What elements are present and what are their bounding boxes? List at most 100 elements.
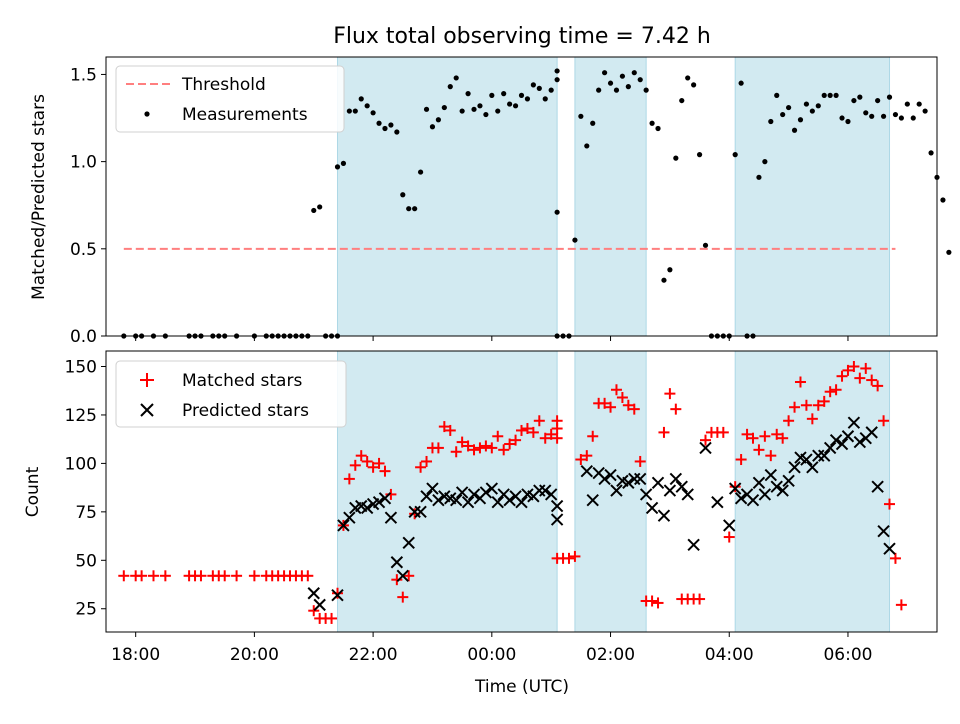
predicted-star-point — [479, 486, 493, 499]
top-x-ticks — [135, 336, 849, 341]
bottom-shaded-interval-2 — [574, 351, 647, 632]
matched-star-point — [385, 488, 397, 500]
measurement-point — [584, 143, 590, 149]
predicted-star-point — [467, 488, 481, 501]
matched-star-point — [551, 432, 563, 444]
matched-star-point — [747, 432, 759, 444]
matched-star-point — [248, 570, 260, 582]
matched-star-point — [729, 481, 741, 493]
measurement-point — [524, 96, 531, 102]
matched-star-point — [492, 430, 504, 442]
predicted-star-point — [639, 488, 653, 501]
matched-star-point — [403, 570, 415, 582]
matched-star-point — [551, 415, 563, 427]
predicted-star-point — [687, 538, 700, 552]
predicted-star-point — [420, 490, 433, 503]
measurement-point — [631, 70, 637, 76]
predicted-star-point — [883, 542, 896, 555]
predicted-star-point — [728, 482, 742, 495]
predicted-star-point — [550, 499, 564, 513]
measurement-point — [637, 77, 643, 83]
measurement-point — [554, 209, 560, 215]
matched-star-point — [415, 461, 427, 473]
matched-star-point — [533, 415, 545, 427]
bottom-y-tick-label: 125 — [65, 406, 97, 426]
matched-star-point — [723, 531, 735, 543]
top-y-axis-label: Matched/Predicted stars — [29, 94, 49, 300]
predicted-star-point — [723, 519, 736, 532]
top-y-tick-label: 1.0 — [70, 153, 97, 173]
matched-star-point — [331, 587, 343, 599]
measurement-point — [768, 118, 774, 125]
matched-star-point — [486, 442, 498, 454]
measurement-point — [619, 73, 626, 79]
matched-star-point — [872, 380, 884, 392]
measurement-point — [483, 111, 489, 118]
bottom-y-tick-label: 150 — [65, 358, 97, 378]
matched-star-point — [474, 442, 486, 454]
measurement-point — [732, 152, 738, 158]
measurement-point — [536, 85, 542, 91]
measurement-point — [910, 115, 916, 121]
measurement-point — [400, 192, 406, 198]
measurement-point — [869, 113, 875, 119]
measurement-point — [815, 103, 821, 109]
measurement-point — [459, 108, 465, 114]
measurement-point — [857, 94, 863, 100]
measurement-point — [875, 97, 881, 104]
predicted-star-point — [758, 488, 772, 501]
measurement-point — [501, 91, 507, 97]
measurement-point — [691, 82, 697, 88]
predicted-star-point — [645, 501, 659, 515]
predicted-star-point — [432, 494, 445, 507]
predicted-star-point — [776, 484, 789, 497]
predicted-star-point — [604, 468, 617, 482]
matched-star-point — [563, 552, 575, 564]
matched-star-point — [308, 605, 320, 617]
matched-star-point — [771, 428, 783, 440]
matched-star-point — [581, 450, 593, 462]
measurement-point — [892, 111, 899, 118]
measurement-point — [791, 127, 798, 133]
measurement-point — [394, 129, 400, 135]
matched-star-point — [599, 397, 611, 409]
predicted-star-point — [485, 482, 499, 495]
matched-star-point — [794, 376, 806, 388]
matched-star-point — [622, 399, 634, 411]
measurement-point — [471, 106, 477, 112]
matched-star-point — [824, 386, 836, 398]
predicted-star-point — [384, 511, 398, 524]
matched-star-point — [658, 426, 670, 438]
measurement-point — [607, 80, 614, 86]
predicted-star-point — [503, 494, 516, 507]
x-tick-label: 18:00 — [111, 645, 160, 665]
predicted-star-point — [396, 569, 409, 583]
predicted-star-point — [343, 511, 356, 524]
measurement-point — [809, 108, 815, 114]
top-panel: 0.0 0.5 1.0 1.5 Matched/Predicted stars Thr… — [29, 56, 952, 347]
measurement-point — [477, 103, 483, 109]
predicted-star-point — [734, 492, 748, 505]
bottom-y-axis-label: Count — [23, 466, 43, 517]
matched-star-point — [516, 424, 527, 436]
predicted-star-point — [372, 495, 386, 509]
matched-star-point — [694, 593, 706, 605]
matched-star-point — [854, 372, 866, 384]
predicted-star-point — [651, 476, 665, 489]
matched-star-point — [800, 399, 812, 411]
predicted-star-point — [675, 480, 688, 493]
measurement-point — [649, 120, 655, 126]
predicted-star-point — [835, 437, 849, 451]
matched-star-point — [753, 444, 765, 456]
matched-star-point — [326, 612, 338, 624]
matched-star-point — [136, 570, 148, 582]
measurement-point — [423, 106, 430, 112]
matched-star-point — [539, 432, 551, 444]
matched-star-point — [670, 403, 682, 415]
measurement-point — [797, 117, 804, 123]
measurement-point — [406, 206, 412, 212]
predicted-star-point — [360, 501, 374, 515]
measurement-point — [833, 92, 839, 98]
matched-star-point — [610, 384, 622, 396]
